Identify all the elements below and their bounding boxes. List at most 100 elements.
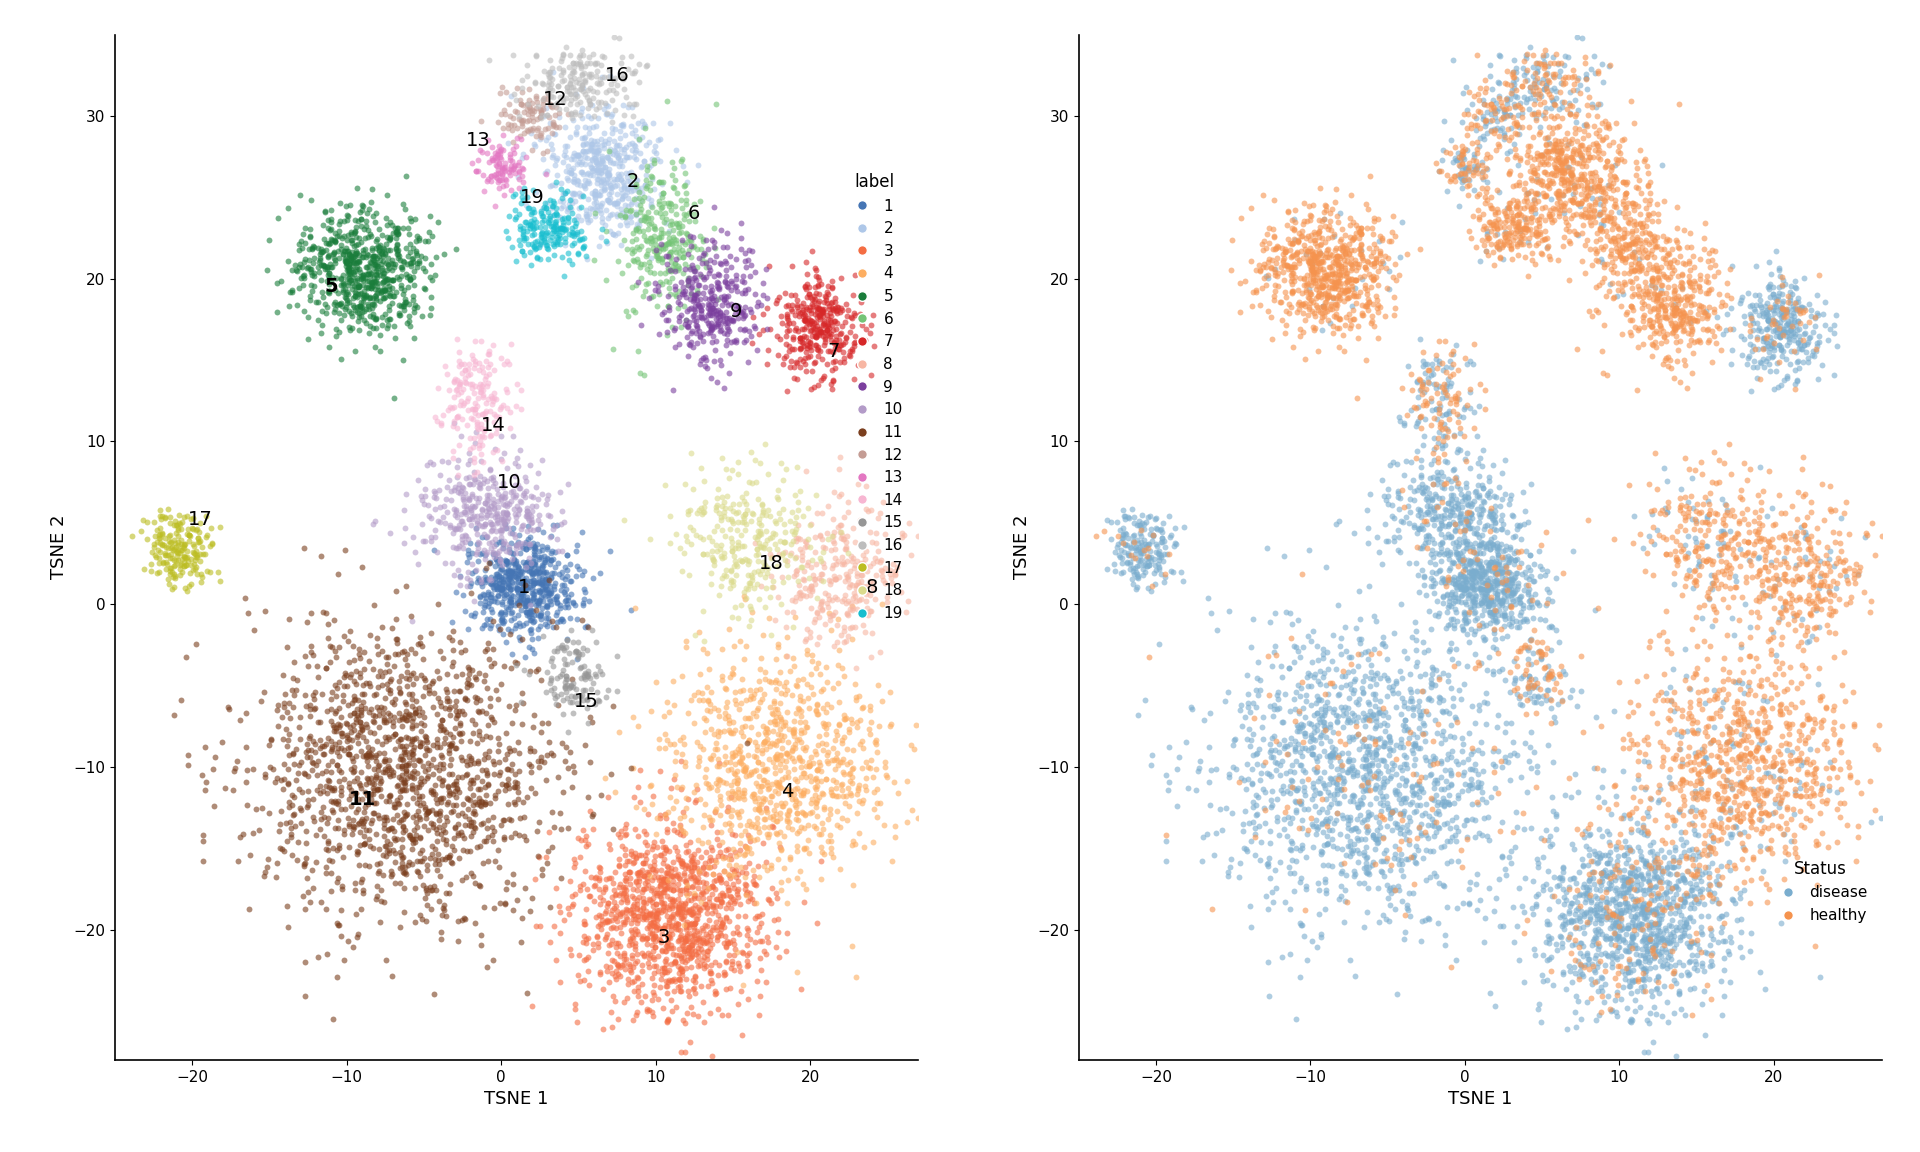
Point: [1761, 645, 1791, 664]
Point: [1642, 926, 1672, 945]
Point: [781, 564, 812, 583]
Point: [841, 579, 872, 598]
Point: [1603, 884, 1634, 902]
Point: [1615, 887, 1645, 905]
Point: [480, 149, 511, 167]
Point: [1632, 544, 1663, 562]
Point: [1475, 507, 1505, 525]
Point: [645, 272, 676, 290]
Point: [672, 903, 703, 922]
Point: [1617, 287, 1647, 305]
Point: [1461, 586, 1492, 605]
Point: [321, 300, 351, 318]
Point: [1678, 899, 1709, 917]
Point: [1866, 526, 1897, 545]
Point: [1292, 677, 1323, 696]
Point: [511, 555, 541, 574]
Point: [568, 238, 599, 257]
Point: [1638, 987, 1668, 1006]
Point: [574, 211, 605, 229]
Point: [1644, 895, 1674, 914]
Point: [636, 168, 666, 187]
Point: [1304, 710, 1334, 728]
Point: [570, 681, 601, 699]
Point: [372, 704, 403, 722]
Point: [689, 503, 720, 522]
Point: [816, 300, 847, 318]
Point: [1446, 544, 1476, 562]
Point: [1354, 763, 1384, 781]
Point: [407, 787, 438, 805]
Point: [547, 638, 578, 657]
Point: [1452, 494, 1482, 513]
Point: [1720, 879, 1751, 897]
Point: [1578, 851, 1609, 870]
Point: [787, 804, 818, 823]
Point: [1453, 170, 1484, 189]
Point: [676, 866, 707, 885]
Point: [703, 836, 733, 855]
Point: [737, 505, 768, 523]
Point: [1338, 287, 1369, 305]
Point: [712, 694, 743, 712]
Point: [636, 775, 666, 794]
Point: [1596, 929, 1626, 947]
Point: [1336, 727, 1367, 745]
Point: [493, 775, 524, 794]
Point: [1763, 543, 1793, 561]
Point: [455, 364, 486, 382]
Point: [1630, 856, 1661, 874]
Point: [1836, 767, 1866, 786]
Point: [1676, 864, 1707, 882]
Point: [1720, 548, 1751, 567]
Point: [764, 503, 795, 522]
Point: [171, 524, 202, 543]
Point: [1494, 571, 1524, 590]
Point: [1542, 107, 1572, 126]
Point: [365, 238, 396, 257]
Point: [1630, 958, 1661, 977]
Point: [564, 176, 595, 195]
Point: [478, 950, 509, 969]
Point: [735, 511, 766, 530]
Point: [628, 221, 659, 240]
Point: [818, 532, 849, 551]
Point: [1478, 620, 1509, 638]
Point: [753, 729, 783, 748]
Point: [693, 879, 724, 897]
Point: [678, 311, 708, 329]
Point: [660, 842, 691, 861]
Point: [1822, 799, 1853, 818]
Point: [1801, 286, 1832, 304]
Point: [1448, 84, 1478, 103]
Point: [351, 745, 382, 764]
Point: [1275, 841, 1306, 859]
Point: [351, 786, 382, 804]
Point: [1530, 76, 1561, 94]
Point: [1519, 161, 1549, 180]
Point: [1622, 179, 1653, 197]
Point: [382, 242, 413, 260]
Point: [1569, 180, 1599, 198]
Point: [726, 304, 756, 323]
Point: [1407, 372, 1438, 391]
Point: [1434, 551, 1465, 569]
Point: [760, 773, 791, 791]
Point: [1697, 690, 1728, 708]
Point: [1494, 494, 1524, 513]
Point: [835, 753, 866, 772]
Point: [1396, 502, 1427, 521]
Point: [1534, 118, 1565, 136]
Point: [707, 872, 737, 890]
Point: [1523, 234, 1553, 252]
Point: [603, 157, 634, 175]
Point: [756, 577, 787, 596]
Point: [326, 294, 357, 312]
Point: [1674, 561, 1705, 579]
Point: [733, 552, 764, 570]
Point: [1363, 210, 1394, 228]
Point: [551, 546, 582, 564]
Point: [806, 842, 837, 861]
Point: [1490, 103, 1521, 121]
Point: [1384, 790, 1415, 809]
